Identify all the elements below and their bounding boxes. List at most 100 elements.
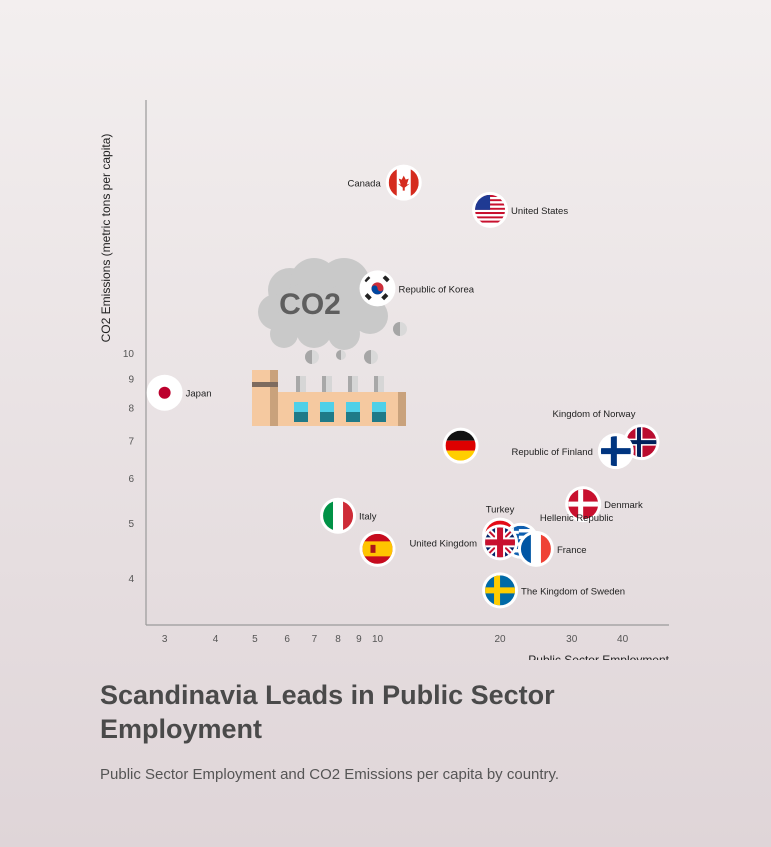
point-label: Republic of Finland [512, 447, 593, 458]
factory-window-shade [346, 412, 360, 422]
x-axis-label: Public Sector Employment [528, 653, 669, 660]
x-tick-label: 20 [494, 634, 506, 645]
factory-window-shade [294, 412, 308, 422]
chimney-shade [322, 376, 326, 392]
x-tick-label: 10 [372, 634, 384, 645]
x-tick-label: 8 [335, 634, 341, 645]
axes: 3 4 5 6 7 8 9 10 20 30 40 4 5 6 7 8 9 10 Public Sector Emp… [99, 100, 670, 660]
x-tick-label: 7 [312, 634, 318, 645]
factory-hall-shade [398, 392, 406, 426]
trigram [363, 275, 371, 283]
x-tick-label: 4 [213, 634, 219, 645]
data-point-canada: Canada [347, 164, 422, 201]
flag-part [410, 167, 419, 198]
flag-part [445, 430, 476, 441]
data-point-united-kingdom: United Kingdom [409, 524, 519, 561]
flag-part [475, 194, 491, 210]
point-label: United States [511, 206, 568, 217]
data-point-japan: Japan [146, 374, 212, 411]
chart-subtitle: Public Sector Employment and CO2 Emissio… [100, 766, 560, 783]
data-point-spain-flag [359, 530, 396, 567]
flag-part [505, 532, 536, 536]
flag-part [362, 541, 393, 557]
smoke-shade [364, 350, 371, 364]
x-tick-label: 30 [566, 634, 578, 645]
flag-part [505, 529, 536, 533]
factory-window [320, 402, 334, 412]
flag-part [475, 220, 506, 223]
chimney-shade [296, 376, 300, 392]
data-points: Canada United States Republic of Korea Japa… [146, 164, 660, 609]
x-tick-label: 6 [284, 634, 290, 645]
cloud-puff [328, 318, 360, 350]
data-point-germany-flag [442, 427, 479, 464]
factory-window [346, 402, 360, 412]
chimney-shade [348, 376, 352, 392]
chimney [348, 376, 358, 392]
smoke-shade [393, 322, 400, 336]
flag-part [388, 167, 397, 198]
flag-part [485, 539, 516, 546]
flag-part [475, 214, 506, 217]
y-tick-label: 6 [128, 474, 134, 485]
flag-part [445, 440, 476, 451]
cloud-puff [352, 298, 388, 334]
maple-leaf [397, 175, 410, 191]
finland-flag [600, 436, 631, 467]
france-flag [520, 533, 551, 564]
scatter-chart: 3 4 5 6 7 8 9 10 20 30 40 4 5 6 7 8 9 10 Public Sector Emp… [99, 100, 670, 660]
cloud-puff [296, 312, 332, 348]
flag-part [475, 211, 506, 215]
cloud-puff [270, 320, 298, 348]
point-label: Canada [347, 179, 381, 190]
flag-part [333, 500, 344, 531]
chart-title: Scandinavia Leads in Public Sector Emplo… [100, 680, 555, 744]
flag-part [530, 533, 541, 564]
data-point-italy: Italy [320, 497, 377, 534]
usa-flag [475, 194, 506, 225]
y-tick-label: 8 [128, 404, 134, 415]
point-label: Kingdom of Norway [553, 409, 636, 420]
y-tick-label: 4 [128, 574, 134, 585]
flag-part [445, 450, 476, 461]
flag-part [520, 533, 531, 564]
flag-part [600, 448, 631, 455]
factory-tower-band [252, 382, 278, 387]
y-tick-label: 10 [123, 349, 135, 360]
data-point-republic-of-korea: Republic of Korea [359, 270, 475, 307]
trigram [381, 293, 389, 301]
trigram [382, 275, 390, 283]
flag-part [475, 209, 506, 212]
point-label: Hellenic Republic [540, 513, 614, 524]
flag-part [475, 216, 506, 219]
flag-part [626, 440, 657, 445]
flag-part [505, 525, 536, 530]
italy-flag [323, 500, 354, 531]
data-point-france: France [517, 530, 587, 567]
flag-part [343, 500, 354, 531]
chimney [296, 376, 306, 392]
data-point-united-states: United States [472, 191, 568, 228]
korea-flag [362, 273, 393, 304]
x-tick-label: 9 [356, 634, 362, 645]
flag-part [323, 500, 334, 531]
data-point-the-kingdom-of-sweden: The Kingdom of Sweden [482, 572, 625, 609]
factory-window-shade [320, 412, 334, 422]
germany-flag [445, 430, 476, 461]
smoke-shade [305, 350, 312, 364]
trigram [364, 293, 372, 301]
flag-part [485, 587, 516, 594]
sun-disc [158, 386, 171, 399]
smoke-shade [336, 350, 341, 360]
y-axis-label: CO2 Emissions (metric tons per capita) [99, 134, 113, 343]
taeguk-blue [371, 285, 384, 295]
uk-flag [485, 527, 516, 558]
flag-part [505, 535, 536, 540]
y-tick-label: 5 [128, 519, 134, 530]
denmark-flag [568, 489, 599, 520]
factory-window-shade [372, 412, 386, 422]
chimney [322, 376, 332, 392]
y-tick-label: 9 [128, 375, 134, 386]
flag-part [370, 544, 376, 553]
factory-window [372, 402, 386, 412]
